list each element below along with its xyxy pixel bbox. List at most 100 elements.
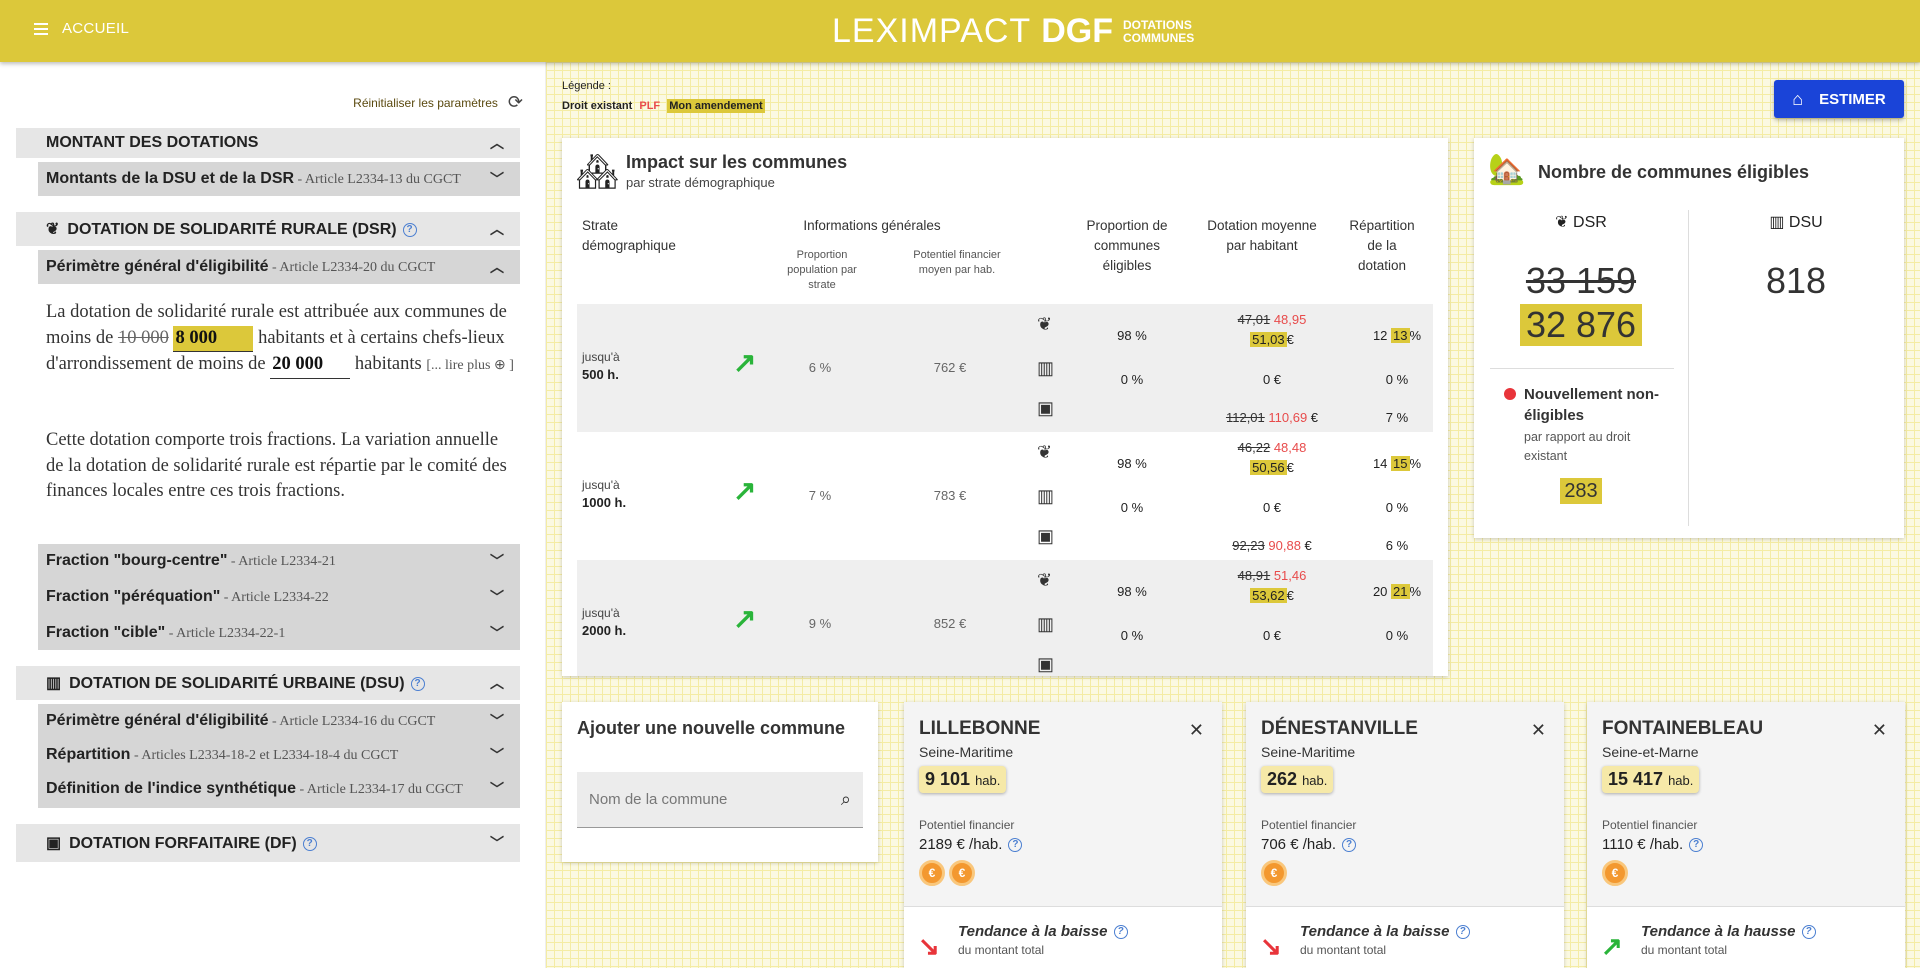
old-threshold: 10 000	[117, 327, 169, 348]
arrow-down-icon: ↘	[918, 931, 940, 961]
subsection-dsr-perimetre[interactable]: Périmètre général d'éligibilité - Articl…	[38, 250, 520, 284]
coins-indicator: €	[1261, 860, 1287, 886]
brand-main: LEXIMPACT	[832, 12, 1032, 50]
header-repartition: Répartition de la dotation	[1349, 218, 1415, 273]
potentiel-label: Potentiel financier	[1602, 818, 1698, 832]
population-threshold-input[interactable]: 8 000	[173, 325, 254, 352]
chevron-up-icon: ︿	[490, 221, 504, 237]
close-icon[interactable]: ✕	[1871, 720, 1887, 740]
trend-subtitle: du montant total	[958, 943, 1045, 957]
legend-plf: PLF	[639, 100, 661, 112]
dsr-icon: ❦	[1037, 314, 1053, 334]
chevron-down-icon: ﹀	[490, 713, 504, 729]
chef-lieu-threshold-input[interactable]: 20 000	[270, 352, 351, 379]
chevron-down-icon: ﹀	[490, 553, 504, 569]
search-placeholder: Nom de la commune	[589, 791, 728, 808]
reset-parameters-button[interactable]: Réinitialiser les paramètres ⟳	[353, 92, 523, 113]
help-icon[interactable]: ?	[1113, 925, 1128, 940]
dsr-old-count: 33 159	[1525, 260, 1637, 301]
chevron-down-icon: ﹀	[490, 589, 504, 605]
red-dot-icon	[1504, 388, 1516, 400]
commune-departement: Seine-Maritime	[919, 744, 1014, 760]
close-icon[interactable]: ✕	[1188, 720, 1204, 740]
arrow-up-icon: ↗	[733, 347, 757, 378]
dsr-elig-value: 98 %	[1117, 328, 1147, 343]
dsr-dotation-value: 48,91 51,46 53,62 €	[1237, 568, 1307, 603]
briefcase-icon: ▣	[1037, 398, 1055, 418]
potentiel-value: 2189 € /hab.?	[919, 836, 1023, 853]
subsection-perequation[interactable]: Fraction "péréquation" - Article L2334-2…	[38, 580, 520, 614]
prop-pop-value: 7 %	[808, 488, 832, 503]
subsection-title: Fraction "bourg-centre"	[46, 552, 228, 569]
section-dsr[interactable]: ❦ DOTATION DE SOLIDARITÉ RURALE (DSR)? ︿	[16, 212, 520, 246]
section-dsu[interactable]: ▥ DOTATION DE SOLIDARITÉ URBAINE (DSU)? ︿	[16, 666, 520, 700]
subsection-dsu-repartition[interactable]: Répartition - Articles L2334-18-2 et L23…	[38, 738, 520, 772]
commune-search-input[interactable]: Nom de la commune ⌕	[577, 772, 863, 828]
dsr-dotation-value: 46,22 48,48 50,56 €	[1237, 440, 1307, 475]
commune-name: FONTAINEBLEAU	[1602, 718, 1764, 739]
subsection-dsu-perimetre[interactable]: Périmètre général d'éligibilité - Articl…	[38, 704, 520, 738]
building-icon: ▥	[1037, 358, 1055, 378]
chevron-down-icon: ﹀	[490, 625, 504, 641]
help-icon[interactable]: ?	[302, 836, 317, 851]
chevron-down-icon: ﹀	[490, 171, 504, 187]
subsection-dsu-indice[interactable]: Définition de l'indice synthétique - Art…	[38, 772, 520, 806]
reset-label: Réinitialiser les paramètres	[353, 95, 498, 110]
subsection-montant-dsu-dsr[interactable]: Montants de la DSU et de la DSR - Articl…	[38, 162, 520, 196]
df-repartition-value: 7 %	[1385, 410, 1409, 425]
brand-logo: LEXIMPACT DGF DOTATIONS COMMUNES	[832, 12, 1194, 51]
article-ref: - Article L2334-22-1	[165, 626, 286, 641]
brand-sub: DOTATIONS COMMUNES	[1122, 17, 1195, 45]
trend-section: ↘ Tendance à la baisse? du montant total	[904, 906, 1222, 968]
eligibles-title: Nombre de communes éligibles	[1538, 162, 1810, 182]
legend-amendement: Mon amendement	[667, 99, 765, 113]
coins-indicator: €	[1602, 860, 1628, 886]
dsu-elig-value: 0 %	[1120, 500, 1144, 515]
prop-pop-value: 9 %	[808, 616, 832, 631]
dsu-column-header: ▥ DSU	[1769, 214, 1823, 231]
building-icon: ▥	[1769, 214, 1785, 231]
trend-subtitle: du montant total	[1641, 943, 1728, 957]
article-ref: - Article L2334-16 du CGCT	[268, 714, 436, 729]
app-header: ACCUEIL LEXIMPACT DGF DOTATIONS COMMUNES	[0, 0, 1920, 62]
dsr-elig-value: 98 %	[1117, 456, 1147, 471]
trend-title: Tendance à la hausse?	[1641, 923, 1816, 940]
commune-population: 15 417 hab.	[1602, 766, 1700, 793]
help-icon[interactable]: ?	[1008, 838, 1023, 853]
help-icon[interactable]: ?	[402, 222, 417, 237]
impact-card: 🏘 Impact sur les communes par strate dém…	[562, 138, 1448, 676]
euro-coin-icon: €	[1261, 860, 1287, 886]
article-ref: - Articles L2334-18-2 et L2334-18-4 du C…	[130, 748, 399, 763]
strate-label: jusqu'à 1000 h.	[582, 478, 627, 510]
subsection-bourg-centre[interactable]: Fraction "bourg-centre" - Article L2334-…	[38, 544, 520, 578]
section-df[interactable]: ▣ DOTATION FORFAITAIRE (DF)? ﹀	[16, 824, 520, 862]
dsu-repartition-value: 0 %	[1385, 500, 1409, 515]
home-menu-button[interactable]: ACCUEIL	[34, 20, 129, 37]
dsr-description: La dotation de solidarité rurale est att…	[46, 300, 516, 379]
dsu-count: 818	[1765, 260, 1827, 301]
help-icon[interactable]: ?	[1689, 838, 1704, 853]
search-icon[interactable]: ⌕	[840, 789, 851, 809]
subsection-cible[interactable]: Fraction "cible" - Article L2334-22-1 ﹀	[38, 616, 520, 650]
potentiel-label: Potentiel financier	[919, 818, 1015, 832]
section-title: DOTATION FORFAITAIRE (DF)	[69, 835, 297, 852]
potentiel-value: 1110 € /hab.?	[1602, 836, 1704, 853]
subsection-title: Définition de l'indice synthétique	[46, 780, 297, 797]
article-ref: - Article L2334-17 du CGCT	[296, 782, 463, 797]
help-icon[interactable]: ?	[1455, 925, 1470, 940]
read-more-link[interactable]: [... lire plus ⊕ ]	[426, 358, 514, 373]
estimer-button[interactable]: ⌂ ESTIMER	[1774, 80, 1904, 118]
help-icon[interactable]: ?	[1342, 838, 1357, 853]
home-icon: ⌂	[1792, 88, 1804, 109]
chevron-down-icon: ﹀	[490, 781, 504, 797]
help-icon[interactable]: ?	[1801, 925, 1816, 940]
nouv-title: Nouvellement non-éligibles	[1524, 386, 1660, 424]
subsection-title: Fraction "péréquation"	[46, 588, 221, 605]
impact-subtitle: par strate démographique	[626, 175, 775, 190]
help-icon[interactable]: ?	[410, 676, 425, 691]
dsu-dotation-value: 0 €	[1262, 500, 1282, 515]
refresh-icon: ⟳	[507, 92, 523, 112]
section-montant[interactable]: MONTANT DES DOTATIONS ︿	[16, 128, 520, 158]
close-icon[interactable]: ✕	[1530, 720, 1546, 740]
subsection-title: Répartition	[46, 746, 131, 763]
